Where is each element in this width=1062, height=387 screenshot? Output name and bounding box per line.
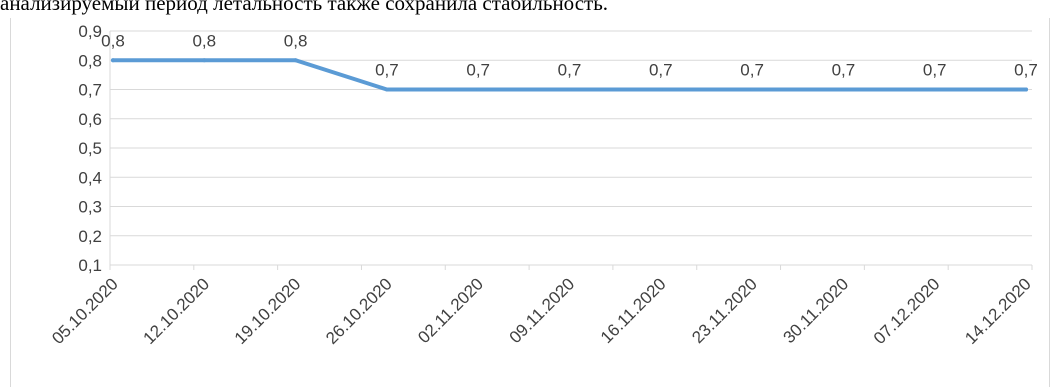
- x-tick-label: 23.11.2020: [688, 274, 761, 347]
- y-tick-label: 0,6: [78, 110, 102, 129]
- y-axis-tick-labels: 0,1 0,2 0,3 0,4 0,5 0,6 0,7 0,8 0,9: [78, 22, 102, 275]
- data-label: 0,7: [649, 61, 673, 80]
- data-labels: 0,8 0,8 0,8 0,7 0,7 0,7 0,7 0,7 0,7 0,7 0,7: [101, 31, 1038, 79]
- y-tick-label: 0,7: [78, 81, 102, 100]
- x-tick-label: 09.11.2020: [506, 274, 579, 347]
- y-tick-label: 0,5: [78, 139, 102, 158]
- x-tick-label: 05.10.2020: [48, 274, 122, 348]
- data-label: 0,7: [832, 61, 856, 80]
- y-tick-label: 0,2: [78, 227, 102, 246]
- x-tick-label: 30.11.2020: [780, 274, 853, 347]
- x-tick-label: 12.10.2020: [140, 274, 214, 348]
- data-label: 0,7: [1014, 61, 1038, 80]
- data-label: 0,7: [558, 61, 582, 80]
- y-tick-label: 0,4: [78, 168, 102, 187]
- data-point: [384, 87, 389, 92]
- data-label: 0,8: [192, 31, 216, 50]
- data-label: 0,7: [375, 61, 399, 80]
- data-label: 0,7: [740, 61, 764, 80]
- x-tick-label: 02.11.2020: [414, 274, 487, 347]
- data-label: 0,7: [466, 61, 490, 80]
- data-point: [658, 87, 663, 92]
- x-axis-tick-labels: 05.10.2020 12.10.2020 19.10.2020 26.10.2020…: [48, 274, 1035, 348]
- data-point: [476, 87, 481, 92]
- y-tick-label: 0,8: [78, 51, 102, 70]
- data-point: [111, 58, 115, 63]
- axes: [109, 31, 1033, 270]
- data-point: [750, 87, 755, 92]
- x-tick-label: 14.12.2020: [961, 274, 1035, 348]
- caption-text: анализируемый период летальность также с…: [0, 0, 609, 15]
- data-point: [932, 87, 937, 92]
- data-point: [841, 87, 846, 92]
- data-point: [293, 58, 298, 63]
- series-group: [111, 58, 1028, 92]
- chart-frame: [10, 18, 1050, 387]
- data-label: 0,7: [923, 61, 947, 80]
- x-tick-label: 16.11.2020: [597, 274, 670, 347]
- data-point: [567, 87, 572, 92]
- data-label: 0,8: [101, 31, 125, 50]
- data-point: [1024, 87, 1028, 92]
- x-tick-label: 07.12.2020: [870, 274, 944, 348]
- y-tick-label: 0,3: [78, 198, 102, 217]
- data-point: [202, 58, 207, 63]
- x-tick-label: 19.10.2020: [231, 274, 305, 348]
- y-tick-label: 0,9: [78, 22, 102, 41]
- x-tick-label: 26.10.2020: [322, 274, 396, 348]
- data-label: 0,8: [284, 31, 308, 50]
- y-tick-label: 0,1: [78, 256, 102, 275]
